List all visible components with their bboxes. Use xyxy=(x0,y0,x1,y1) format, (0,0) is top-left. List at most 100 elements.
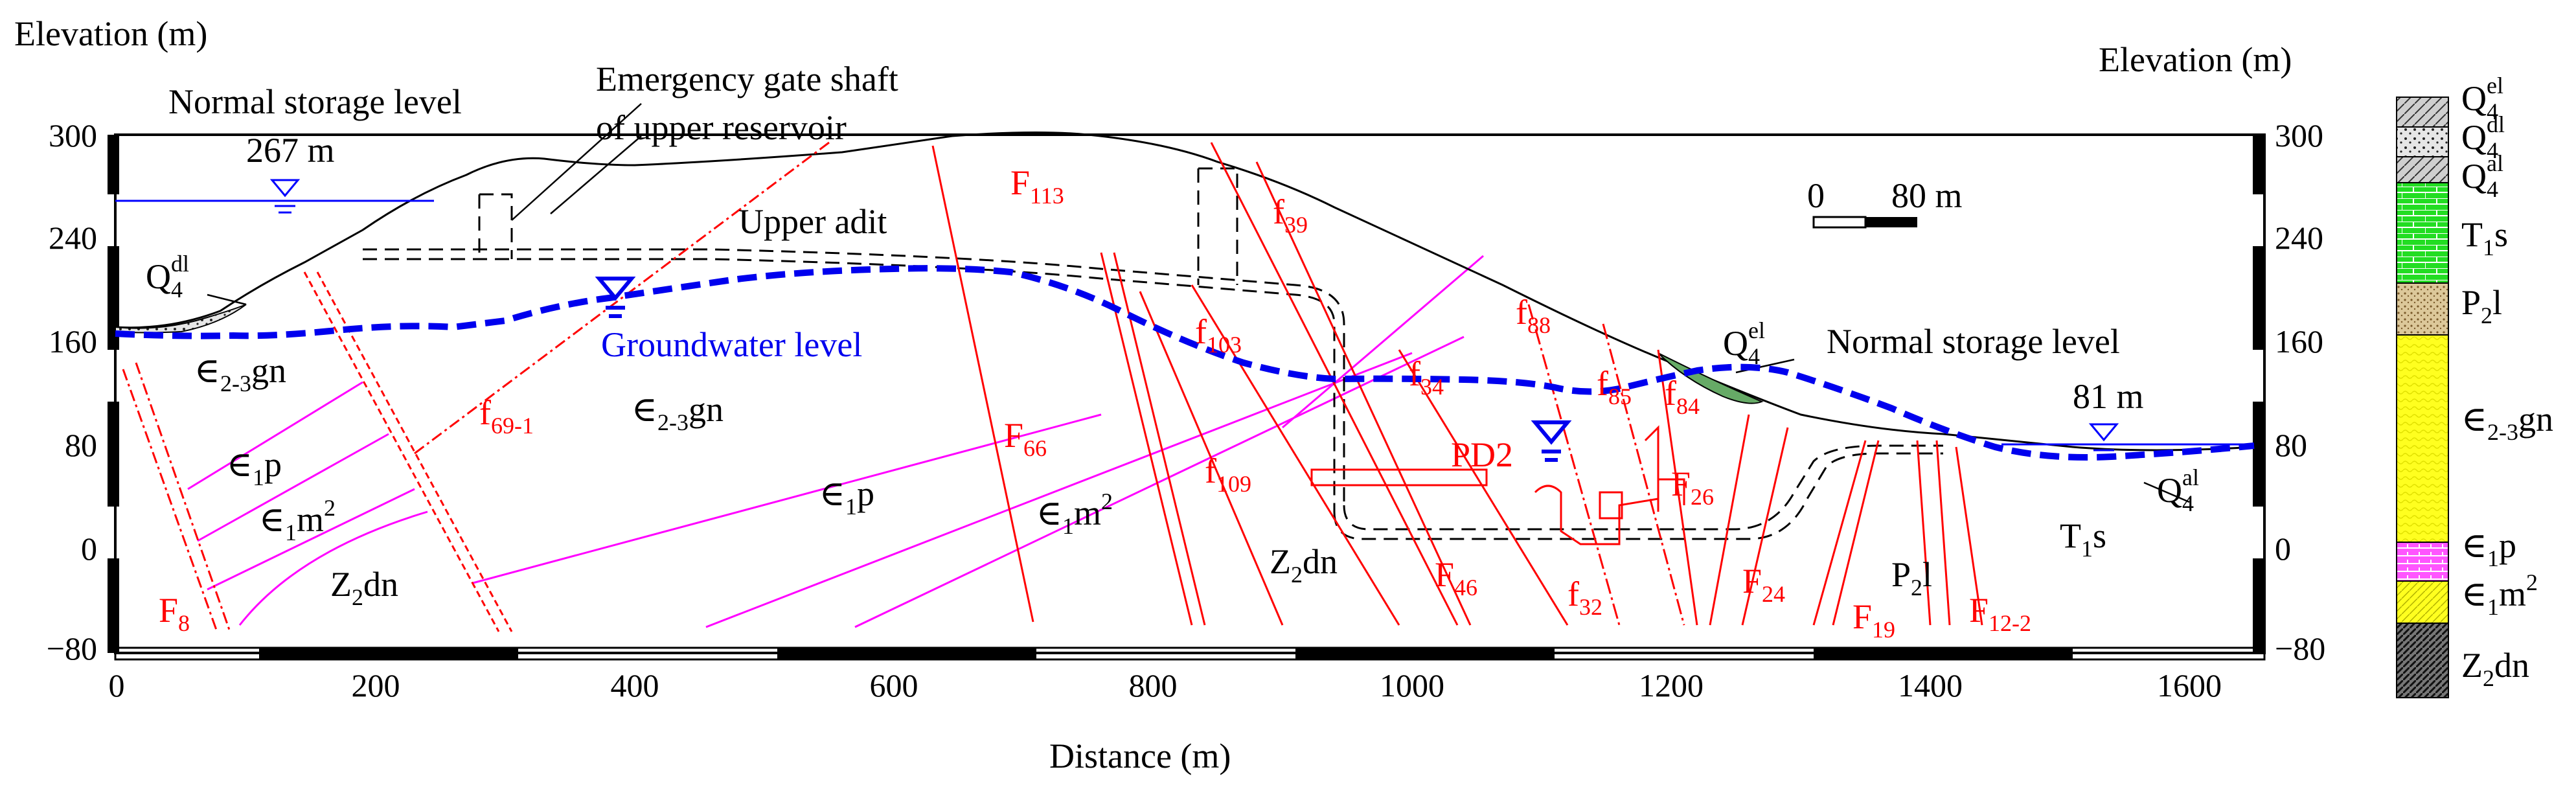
axis-frame xyxy=(108,133,2266,661)
ry-tick-0: 0 xyxy=(2275,531,2291,567)
x-tick-600: 600 xyxy=(870,667,918,703)
gn-section-label-1: ∈2-3gn xyxy=(194,351,286,396)
legend-swatch-p xyxy=(2396,542,2449,582)
z-section-label-2: Z2dn xyxy=(1270,542,1338,588)
water-level-marker-upper xyxy=(269,179,301,214)
x-tick-1600: 1600 xyxy=(2157,667,2222,703)
p-section-label-1: ∈1p xyxy=(227,445,282,490)
p-section-label-2: ∈1p xyxy=(819,474,874,520)
legend-swatch-q4el xyxy=(2396,97,2449,128)
legend-label-z2dn: Z2dn xyxy=(2461,646,2529,691)
legend-label-t1s: T1s xyxy=(2461,215,2508,260)
legend-label-gn: ∈2-3gn xyxy=(2461,400,2553,445)
legend-swatch-q4al xyxy=(2396,156,2449,183)
fault-label-f85: f85 xyxy=(1597,364,1632,409)
t1s-section-label: T1s xyxy=(2060,516,2106,562)
fault-label-F24: F24 xyxy=(1742,562,1785,607)
x-tick-200: 200 xyxy=(352,667,400,703)
fault-label-f88: f88 xyxy=(1516,293,1551,338)
y-tick-160: 160 xyxy=(49,323,97,360)
water-level-marker-lower xyxy=(2088,423,2119,458)
legend-swatch-gn xyxy=(2396,334,2449,543)
scale-bar-zero: 0 xyxy=(1807,176,1825,215)
ry-tick-240: 240 xyxy=(2275,220,2323,256)
x-tick-1000: 1000 xyxy=(1380,667,1444,703)
y-tick-240: 240 xyxy=(49,220,97,256)
fault-label-f34: f34 xyxy=(1409,354,1444,400)
scale-bar-length: 80 m xyxy=(1891,176,1963,215)
fault-label-F12-2: F12-2 xyxy=(1969,591,2031,636)
pd2-label: PD2 xyxy=(1451,435,1513,474)
pl-section-label: P2l xyxy=(1891,555,1932,600)
fault-label-F8: F8 xyxy=(159,591,190,636)
legend-swatch-p2l xyxy=(2396,282,2449,336)
reservoir-water xyxy=(115,200,2254,446)
ry-tick-minus80: −80 xyxy=(2275,630,2325,667)
y-tick-80: 80 xyxy=(65,427,97,463)
scale-bar: 0 80 m xyxy=(1807,176,1963,229)
m-section-label-2: ∈1m2 xyxy=(1036,488,1113,539)
gate-shaft-leaders xyxy=(207,103,2190,503)
legend-label-p2l: P2l xyxy=(2461,283,2502,328)
fault-label-F26: F26 xyxy=(1671,464,1714,510)
groundwater-line xyxy=(115,265,2255,461)
fault-labels: F8 f69-1 F113 F66 f103 f39 f109 f34 F46 … xyxy=(159,163,2031,643)
q4el-section-label: Q4el xyxy=(1723,317,1765,369)
ry-tick-300: 300 xyxy=(2275,117,2323,154)
x-tick-1200: 1200 xyxy=(1639,667,1704,703)
fault-label-F66: F66 xyxy=(1004,416,1047,461)
fault-label-f84: f84 xyxy=(1665,374,1700,419)
bedding-lines xyxy=(187,255,1484,628)
fault-label-f103: f103 xyxy=(1195,312,1242,358)
right-axis-title: Elevation (m) xyxy=(2099,40,2292,79)
fault-label-f109: f109 xyxy=(1205,452,1251,497)
left-axis-title: Elevation (m) xyxy=(14,14,207,53)
groundwater-marker-2 xyxy=(1531,420,1572,462)
q4dl-section-label: Q4dl xyxy=(146,251,189,303)
ry-tick-80: 80 xyxy=(2275,427,2307,463)
fault-label-F19: F19 xyxy=(1852,597,1895,643)
q4al-section-label: Q4al xyxy=(2157,464,2199,516)
upper-adit-label: Upper adit xyxy=(738,202,887,241)
ground-surface xyxy=(115,131,2255,452)
lower-level-title: Normal storage level xyxy=(1827,322,2120,361)
legend-swatch-m xyxy=(2396,580,2449,624)
fault-label-F113: F113 xyxy=(1010,163,1064,209)
m-section-label-1: ∈1m2 xyxy=(259,495,336,545)
upper-level-title: Normal storage level xyxy=(168,82,462,121)
fault-label-f32: f32 xyxy=(1567,575,1602,620)
fault-label-f69-1: f69-1 xyxy=(479,393,534,439)
x-tick-400: 400 xyxy=(611,667,659,703)
legend-swatch-z2dn xyxy=(2396,623,2449,698)
legend-label-p: ∈1p xyxy=(2461,526,2516,571)
upper-level-value: 267 m xyxy=(246,131,335,170)
fault-label-F46: F46 xyxy=(1435,555,1477,600)
legend-swatch-t1s xyxy=(2396,182,2449,284)
x-tick-800: 800 xyxy=(1129,667,1178,703)
legend-swatch-q4dl xyxy=(2396,126,2449,157)
ry-tick-160: 160 xyxy=(2275,323,2323,360)
legend-label-m: ∈1m2 xyxy=(2461,569,2538,620)
gate-shaft-line1: Emergency gate shaft xyxy=(596,60,898,98)
x-axis-title: Distance (m) xyxy=(1049,737,1231,775)
legend-label-q4al: Q4al xyxy=(2461,150,2503,202)
groundwater-marker-1 xyxy=(595,277,636,318)
x-tick-1400: 1400 xyxy=(1898,667,1963,703)
y-tick-0: 0 xyxy=(81,531,97,567)
groundwater-label: Groundwater level xyxy=(601,325,862,364)
right-y-ticks: 300 240 160 80 0 −80 xyxy=(2275,117,2325,667)
lower-level-value: 81 m xyxy=(2073,377,2144,416)
legend-label-q4dl: Q4dl xyxy=(2461,111,2505,163)
legend-label-q4el: Q4el xyxy=(2461,73,2503,124)
x-tick-0: 0 xyxy=(109,667,125,703)
z-section-label-1: Z2dn xyxy=(330,565,398,610)
strata-legend: Q4el Q4dl Q4al T1s P2l ∈2-3gn ∈1p ∈1m2 Z… xyxy=(2396,73,2553,698)
y-tick-minus80: −80 xyxy=(47,630,97,667)
x-ticks: 0 200 400 600 800 1000 1200 1400 1600 xyxy=(109,667,2222,703)
y-tick-300: 300 xyxy=(49,117,97,154)
gate-shaft-line2: of upper reservoir xyxy=(596,108,847,147)
left-y-ticks: 300 240 160 80 0 −80 xyxy=(47,117,97,667)
left-deposit xyxy=(115,304,247,334)
gn-section-label-2: ∈2-3gn xyxy=(632,390,724,435)
